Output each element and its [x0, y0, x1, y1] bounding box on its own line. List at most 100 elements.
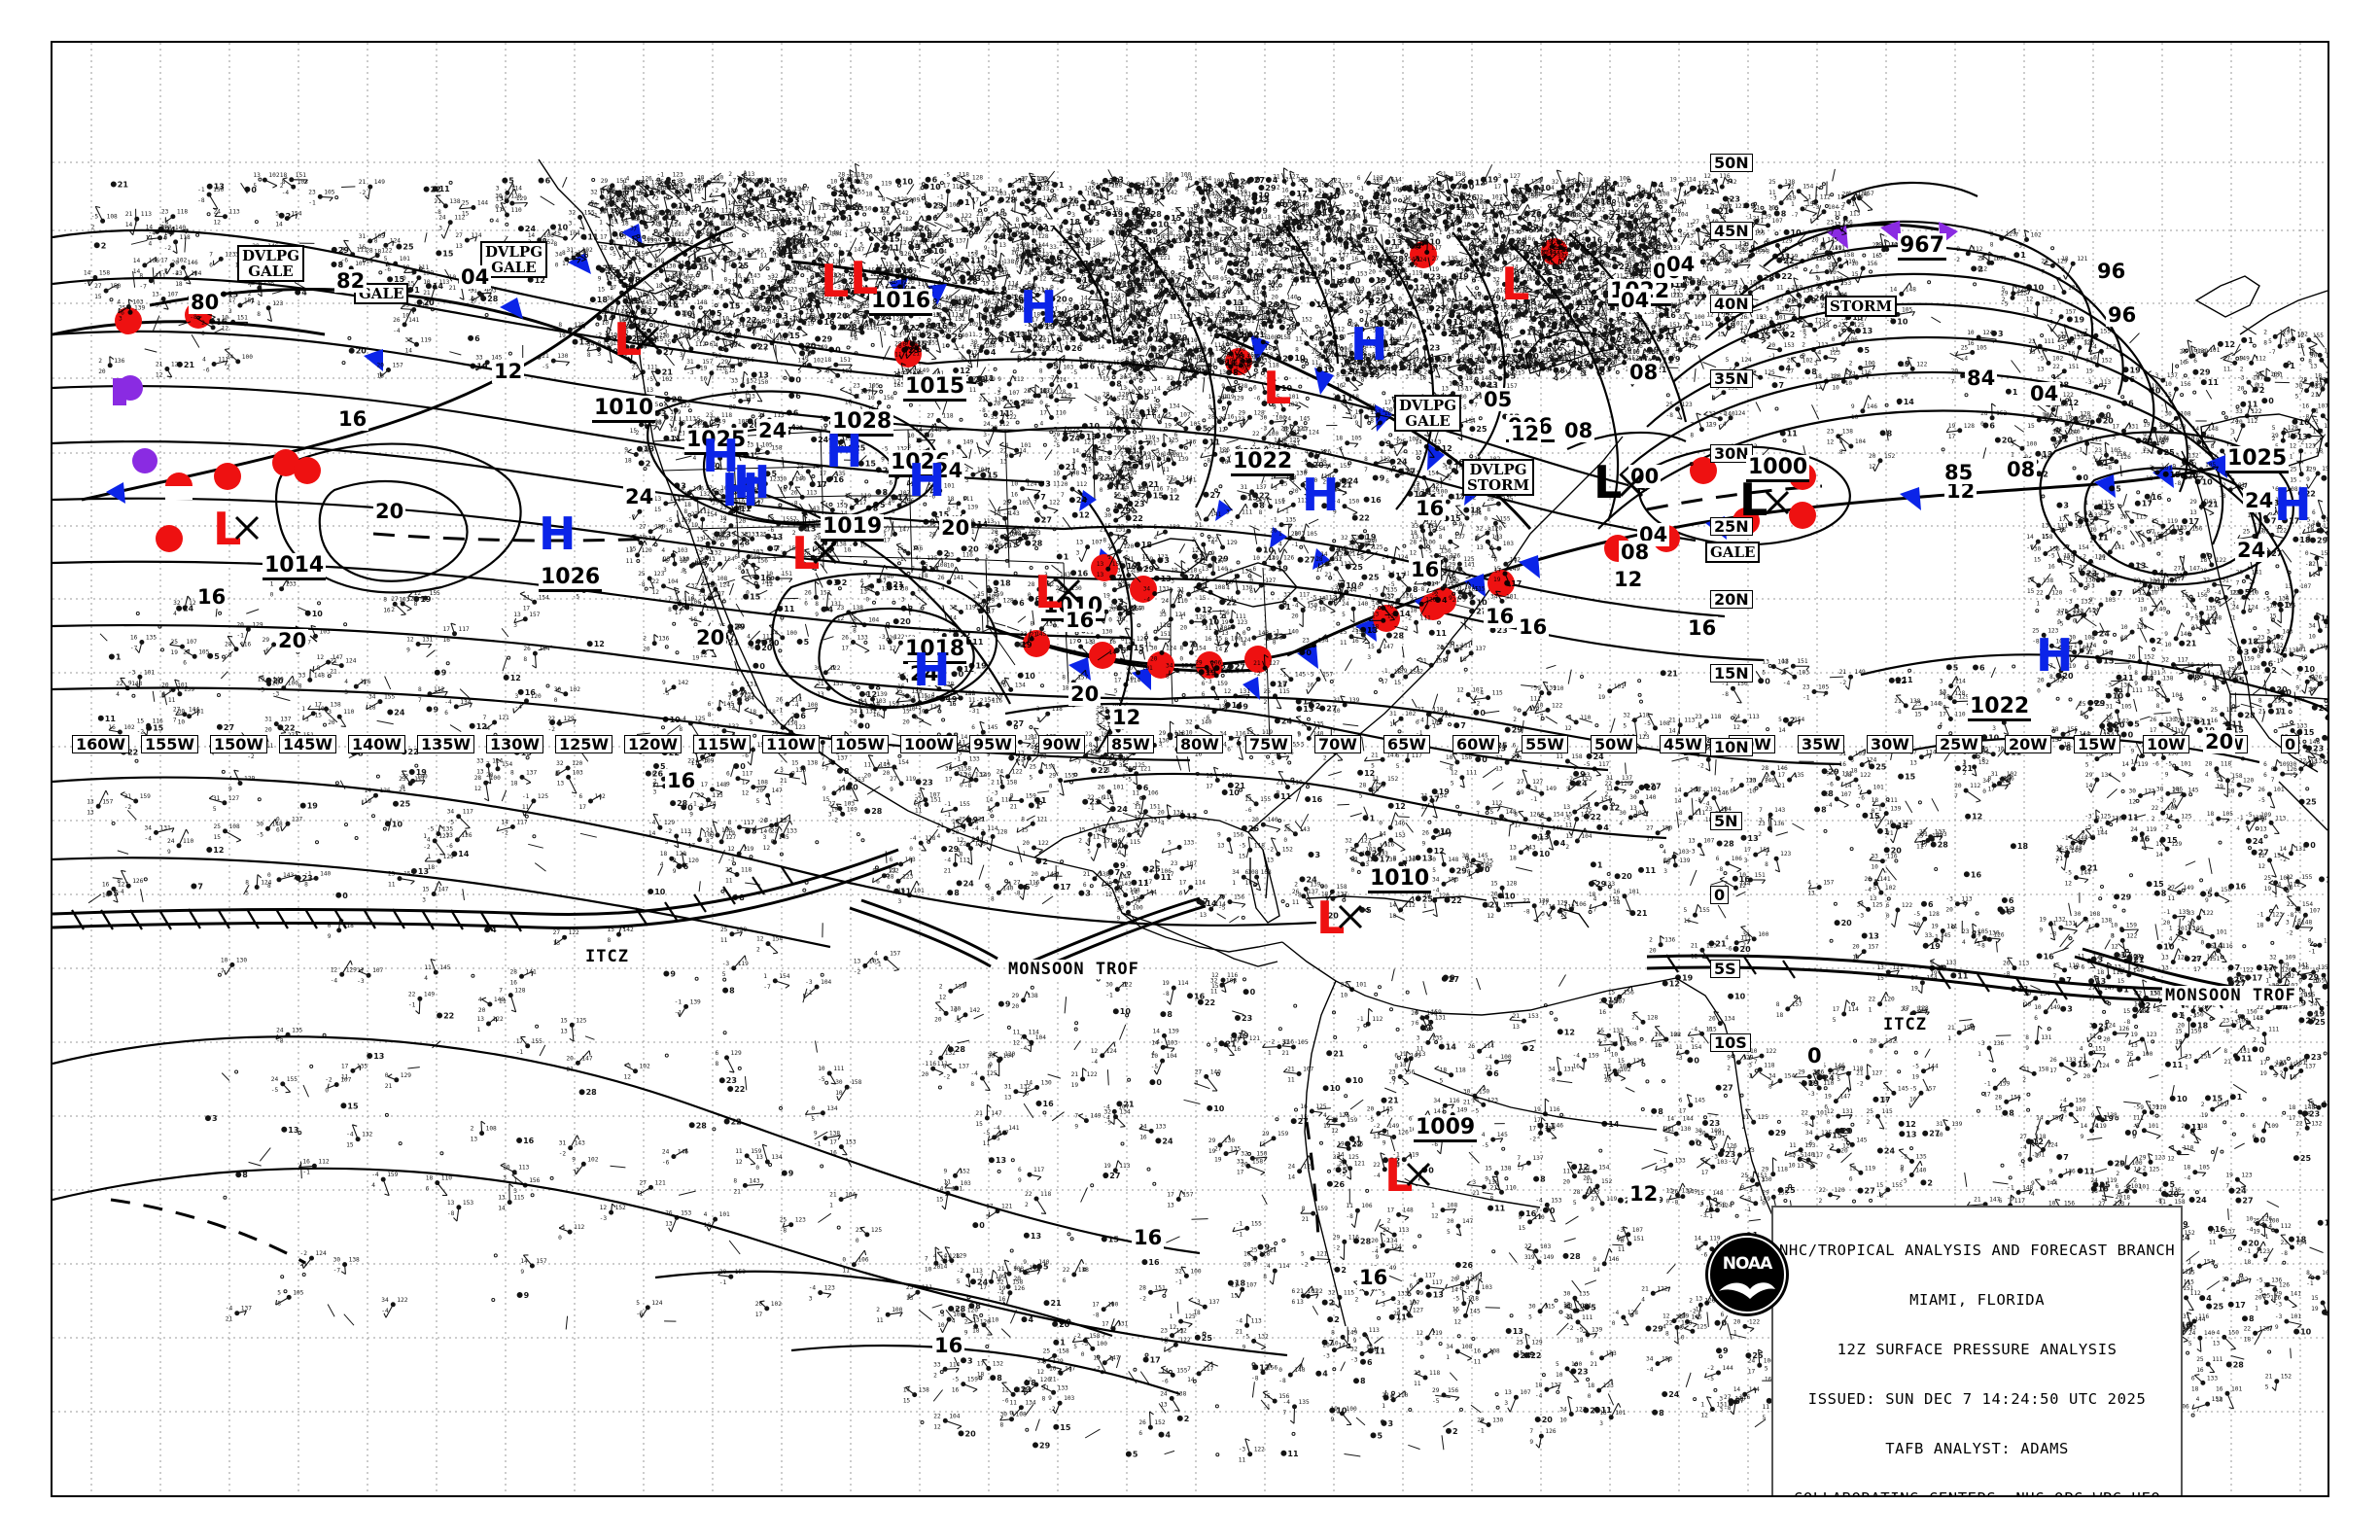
lon-label-125w: 125W	[555, 735, 613, 753]
isobar-label: 20	[373, 500, 406, 523]
station-plot-layer: 231316212419481402110130-4-4113101122101…	[84, 162, 2328, 1464]
isobar-label: 80	[189, 291, 222, 314]
lat-label-40n: 40N	[1710, 295, 1753, 313]
pressure-value-label: 967	[1898, 233, 1946, 261]
isobar-label: 16	[1409, 558, 1442, 581]
isobar-label: 12	[1612, 568, 1645, 591]
lat-label-20n: 20N	[1710, 590, 1753, 609]
low-pressure-center: L	[1501, 262, 1529, 306]
isobar-label: 04	[459, 265, 492, 289]
isobar-label: 16	[1517, 615, 1550, 639]
lon-label-100w: 100W	[900, 735, 959, 753]
noaa-logo-text: NOAA	[1705, 1254, 1789, 1274]
low-pressure-center: L	[1316, 895, 1345, 940]
map-canvas: 231316212419481402110130-4-4113101122101…	[52, 43, 2328, 1495]
low-center-x-marker	[813, 540, 838, 565]
lon-label-50w: 50W	[1591, 735, 1637, 753]
low-center-x-marker	[234, 515, 260, 541]
lat-label-10n: 10N	[1710, 738, 1753, 756]
low-pressure-center: L	[1263, 366, 1291, 410]
high-pressure-center: H	[913, 648, 951, 692]
high-pressure-center: H	[1020, 285, 1058, 330]
isobar-label: 24	[623, 485, 656, 508]
noaa-seagull-icon	[1719, 1282, 1775, 1299]
isobar-label: 00	[1628, 465, 1662, 488]
isobar-label: 82	[334, 269, 368, 293]
lon-label-110w: 110W	[762, 735, 821, 753]
high-pressure-center: H	[1302, 472, 1340, 517]
isobar-label: 04	[2028, 382, 2061, 405]
isobar-label: 16	[1414, 497, 1447, 520]
lon-label-15w: 15W	[2074, 735, 2120, 753]
low-pressure-center: L	[850, 256, 878, 300]
lon-label-70w: 70W	[1314, 735, 1361, 753]
isobar-label: 24	[908, 662, 941, 685]
lon-label-55w: 55W	[1522, 735, 1568, 753]
isobar-label: 20	[276, 629, 309, 652]
lon-label-25w: 25W	[1936, 735, 1982, 753]
lon-label-145w: 145W	[279, 735, 337, 753]
warning-box-dvlpg-gale: DVLPG GALE	[1394, 395, 1462, 432]
isobar-label: 20	[694, 626, 727, 649]
lat-label-25n: 25N	[1710, 517, 1753, 536]
chart-frame: 231316212419481402110130-4-4113101122101…	[51, 41, 2329, 1497]
tropical-low-center: L	[1739, 477, 1768, 522]
isobar-label: 04	[1619, 289, 1652, 312]
low-pressure-center: L	[821, 259, 849, 303]
low-pressure-center: L	[791, 531, 820, 576]
noaa-logo-ring	[1708, 1236, 1786, 1313]
lon-label-95w: 95W	[969, 735, 1016, 753]
lat-label-5n: 5N	[1710, 812, 1742, 830]
trough-label-monsoon-trof: MONSOON TROF	[1005, 960, 1142, 979]
lon-label-105w: 105W	[831, 735, 890, 753]
product-legend: NHC/TROPICAL ANALYSIS AND FORECAST BRANC…	[1771, 1206, 2184, 1495]
isobar-label: 16	[665, 769, 698, 792]
lon-label-45w: 45W	[1660, 735, 1706, 753]
legend-line-2: MIAMI, FLORIDA	[1779, 1292, 2175, 1309]
isobar-label: 24	[756, 419, 789, 442]
lat-label-10s: 10S	[1710, 1033, 1751, 1052]
lon-label-115w: 115W	[693, 735, 752, 753]
isobar-label: 20	[2203, 730, 2236, 753]
high-pressure-center: H	[2036, 633, 2074, 678]
high-pressure-center: H	[1350, 322, 1388, 367]
lon-label-30w: 30W	[1867, 735, 1913, 753]
isobar-layer	[52, 181, 2328, 1396]
isobar-label: 24	[2243, 489, 2276, 512]
high-pressure-center: H	[539, 511, 577, 556]
low-pressure-center: L	[1034, 570, 1063, 614]
high-pressure-center: H	[733, 460, 771, 505]
lon-label-0: 0	[2281, 735, 2300, 753]
lat-label-30n: 30N	[1710, 444, 1753, 463]
low-pressure-center: L	[613, 317, 642, 362]
high-pressure-center: H	[721, 468, 759, 512]
isobar-label: 20	[1068, 682, 1102, 706]
isobar-label: 08	[2005, 458, 2038, 481]
isobar-label: 16	[1484, 605, 1517, 628]
lon-label-140w: 140W	[348, 735, 406, 753]
warning-box-dvlpg-gale: DVLPG GALE	[237, 245, 305, 282]
isobar-label: 04	[1664, 253, 1698, 276]
isobar-label: 12	[1110, 706, 1143, 729]
lon-label-80w: 80W	[1176, 735, 1223, 753]
lon-label-35w: 35W	[1798, 735, 1844, 753]
low-center-x-marker	[1406, 1162, 1431, 1187]
high-pressure-center: H	[2274, 482, 2312, 527]
isobar-label: 12	[1628, 1182, 1661, 1206]
trough-label-itcz: ITCZ	[1880, 1015, 1930, 1034]
isobar-label: 85	[1942, 461, 1976, 484]
warning-box-dvlpg-gale: DVLPG GALE	[480, 241, 548, 278]
lon-label-135w: 135W	[417, 735, 475, 753]
low-pressure-center: L	[213, 507, 241, 551]
isobar-label: 16	[1686, 616, 1719, 640]
